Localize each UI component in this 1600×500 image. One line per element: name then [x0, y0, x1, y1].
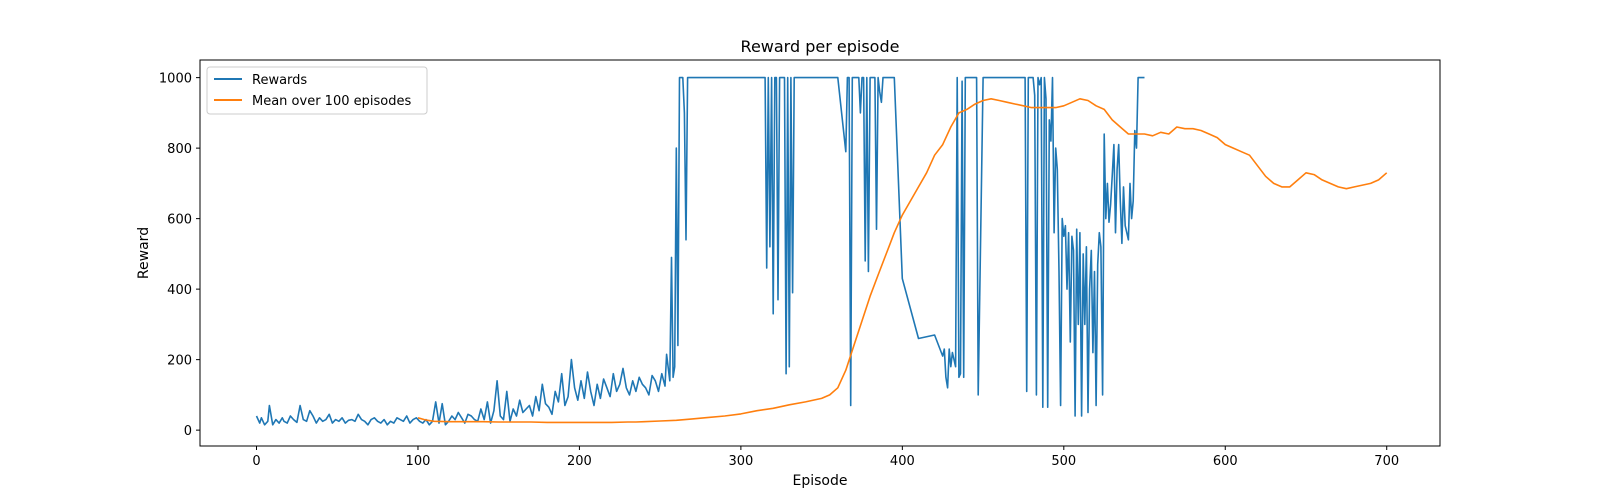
y-axis-label: Reward — [136, 227, 152, 279]
series-group — [255, 76, 1388, 426]
y-tick-label: 1000 — [159, 72, 192, 87]
x-tick-label: 0 — [252, 454, 260, 469]
y-tick-label: 0 — [184, 424, 192, 439]
chart-title: Reward per episode — [741, 37, 900, 56]
y-tick-label: 600 — [167, 213, 192, 228]
y-tick-label: 200 — [167, 354, 192, 369]
x-tick-label: 400 — [890, 454, 915, 469]
plot-frame — [199, 59, 1441, 447]
x-tick-label: 100 — [406, 454, 431, 469]
x-tick-label: 700 — [1374, 454, 1399, 469]
legend-label-mean: Mean over 100 episodes — [252, 94, 411, 109]
series-line-mean-over-100-episodes — [417, 98, 1388, 424]
x-tick-label: 300 — [728, 454, 753, 469]
x-tick-label: 500 — [1051, 454, 1076, 469]
legend: Rewards Mean over 100 episodes — [206, 66, 428, 115]
x-tick-label: 200 — [567, 454, 592, 469]
y-axis: 0 200 400 600 800 1000 — [159, 72, 200, 439]
series-line-rewards — [255, 76, 1145, 426]
y-tick-label: 400 — [167, 283, 192, 298]
x-axis-label: Episode — [793, 473, 848, 489]
plot-area — [200, 60, 1440, 446]
x-axis: 0 100 200 300 400 500 600 700 — [252, 446, 1399, 469]
legend-box — [206, 66, 428, 115]
x-tick-label: 600 — [1213, 454, 1238, 469]
y-tick-label: 800 — [167, 142, 192, 157]
legend-label-rewards: Rewards — [252, 73, 307, 88]
